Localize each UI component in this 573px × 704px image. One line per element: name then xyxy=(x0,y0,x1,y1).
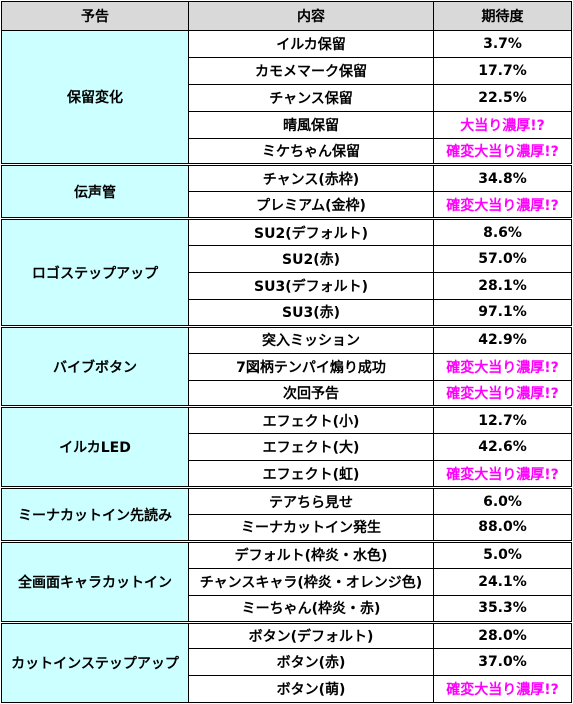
content-cell: ボタン(デフォルト) xyxy=(188,621,434,650)
expectation-cell: 37.0% xyxy=(433,648,572,677)
expectation-cell: 34.8% xyxy=(433,164,572,193)
group-name-cell: 全画面キャラカットイン xyxy=(1,540,189,624)
content-cell: ボタン(赤) xyxy=(188,648,434,677)
table-row: チャンスキャラ(枠炎・オレンジ色) 24.1% xyxy=(2,567,572,596)
content-cell: ミケちゃん保留 xyxy=(188,137,434,167)
table-row: ボタン(萌) 確変大当り濃厚!? xyxy=(2,675,572,704)
table-row: バイブボタン 突入ミッション 42.9% xyxy=(1,325,572,409)
content-cell: SU3(赤) xyxy=(188,298,434,328)
expectation-cell: 42.6% xyxy=(433,433,572,462)
content-cell: SU2(デフォルト) xyxy=(188,218,434,247)
table-body: 保留変化 イルカ保留 3.7% カモメマーク保留 17.7% チャンス保留 22.5% 晴風保… xyxy=(1,29,572,704)
table-row: エフェクト(虹) 確変大当り濃厚!? xyxy=(2,460,572,490)
content-cell: ミーナカットイン発生 xyxy=(188,514,434,543)
content-cell: エフェクト(小) xyxy=(188,406,434,435)
table-row: 7図柄テンパイ煽り成功 確変大当り濃厚!? xyxy=(2,352,572,381)
table-row: エフェクト(大) 42.6% xyxy=(2,433,572,462)
table-row: カモメマーク保留 17.7% xyxy=(2,56,572,85)
expectation-cell: 35.3% xyxy=(433,594,572,624)
content-cell: イルカ保留 xyxy=(188,30,434,58)
table-row: プレミアム(金枠) 確変大当り濃厚!? xyxy=(2,191,572,221)
content-cell: チャンス保留 xyxy=(188,83,434,112)
expectation-cell: 22.5% xyxy=(433,83,572,112)
group-name-cell: カットインステップアップ xyxy=(1,621,189,704)
content-cell: 突入ミッション xyxy=(188,325,434,354)
table-row: カットインステップアップ ボタン(デフォルト) 28.0% xyxy=(1,621,572,704)
content-cell: チャンス(赤枠) xyxy=(188,164,434,193)
group-name-cell: 伝声管 xyxy=(1,164,189,221)
header-notice: 予告 xyxy=(1,1,189,31)
group-name-cell: ロゴステップアップ xyxy=(1,218,189,328)
group-name-cell: イルカLED xyxy=(1,406,189,490)
group-name-cell: バイブボタン xyxy=(1,325,189,409)
table-row: ミーナカットイン発生 88.0% xyxy=(2,514,572,543)
expectation-cell: 12.7% xyxy=(433,406,572,435)
table-row: ロゴステップアップ SU2(デフォルト) 8.6% xyxy=(1,218,572,328)
expectation-cell: 確変大当り濃厚!? xyxy=(433,352,572,381)
header-row: 予告 内容 期待度 xyxy=(1,1,572,31)
expectation-cell: 大当り濃厚!? xyxy=(433,110,572,139)
header-content: 内容 xyxy=(188,1,434,31)
table-row: SU2(赤) 57.0% xyxy=(2,245,572,274)
table-row: チャンス保留 22.5% xyxy=(2,83,572,112)
expectation-cell: 確変大当り濃厚!? xyxy=(433,137,572,167)
content-cell: エフェクト(大) xyxy=(188,433,434,462)
table-row: SU3(デフォルト) 28.1% xyxy=(2,272,572,300)
expectation-cell: 確変大当り濃厚!? xyxy=(433,379,572,409)
content-cell: テアちら見せ xyxy=(188,487,434,516)
expectation-cell: 24.1% xyxy=(433,567,572,596)
group-name-cell: 保留変化 xyxy=(1,29,189,167)
expectation-cell: 57.0% xyxy=(433,245,572,274)
content-cell: チャンスキャラ(枠炎・オレンジ色) xyxy=(188,567,434,596)
expectation-cell: 8.6% xyxy=(433,218,572,247)
expectation-cell: 確変大当り濃厚!? xyxy=(433,675,572,704)
table-row: ボタン(赤) 37.0% xyxy=(2,648,572,677)
table-row: ミーナカットイン先読み テアちら見せ 6.0% xyxy=(1,487,572,543)
content-cell: ミーちゃん(枠炎・赤) xyxy=(188,594,434,624)
expectation-cell: 42.9% xyxy=(433,325,572,354)
expectation-cell: 28.1% xyxy=(433,272,572,300)
content-cell: デフォルト(枠炎・水色) xyxy=(188,540,434,569)
table-row: 全画面キャラカットイン デフォルト(枠炎・水色) 5.0% xyxy=(1,540,572,624)
expectation-cell: 5.0% xyxy=(433,540,572,569)
table-row: SU3(赤) 97.1% xyxy=(2,298,572,328)
content-cell: 晴風保留 xyxy=(188,110,434,139)
group-name-cell: ミーナカットイン先読み xyxy=(1,487,189,543)
content-cell: カモメマーク保留 xyxy=(188,56,434,85)
content-cell: 次回予告 xyxy=(188,379,434,409)
content-cell: ボタン(萌) xyxy=(188,675,434,704)
table-row: 晴風保留 大当り濃厚!? xyxy=(2,110,572,139)
table-row: 次回予告 確変大当り濃厚!? xyxy=(2,379,572,409)
expectation-cell: 97.1% xyxy=(433,298,572,328)
expectation-cell: 確変大当り濃厚!? xyxy=(433,460,572,490)
table-row: 伝声管 チャンス(赤枠) 34.8% xyxy=(1,164,572,221)
expectation-cell: 28.0% xyxy=(433,621,572,650)
expectation-cell: 17.7% xyxy=(433,56,572,85)
table-header: 予告 内容 期待度 xyxy=(1,1,572,31)
content-cell: 7図柄テンパイ煽り成功 xyxy=(188,352,434,381)
header-expectation: 期待度 xyxy=(433,1,572,31)
table-row: ミケちゃん保留 確変大当り濃厚!? xyxy=(2,137,572,167)
expectation-cell: 88.0% xyxy=(433,514,572,543)
expectation-cell: 6.0% xyxy=(433,487,572,516)
expectation-cell: 3.7% xyxy=(433,30,572,58)
expectation-cell: 確変大当り濃厚!? xyxy=(433,191,572,221)
table-row: イルカLED エフェクト(小) 12.7% xyxy=(1,406,572,490)
content-cell: プレミアム(金枠) xyxy=(188,191,434,221)
table-row: ミーちゃん(枠炎・赤) 35.3% xyxy=(2,594,572,624)
content-cell: SU3(デフォルト) xyxy=(188,272,434,300)
content-cell: SU2(赤) xyxy=(188,245,434,274)
content-cell: エフェクト(虹) xyxy=(188,460,434,490)
table-row: 保留変化 イルカ保留 3.7% xyxy=(1,29,572,167)
